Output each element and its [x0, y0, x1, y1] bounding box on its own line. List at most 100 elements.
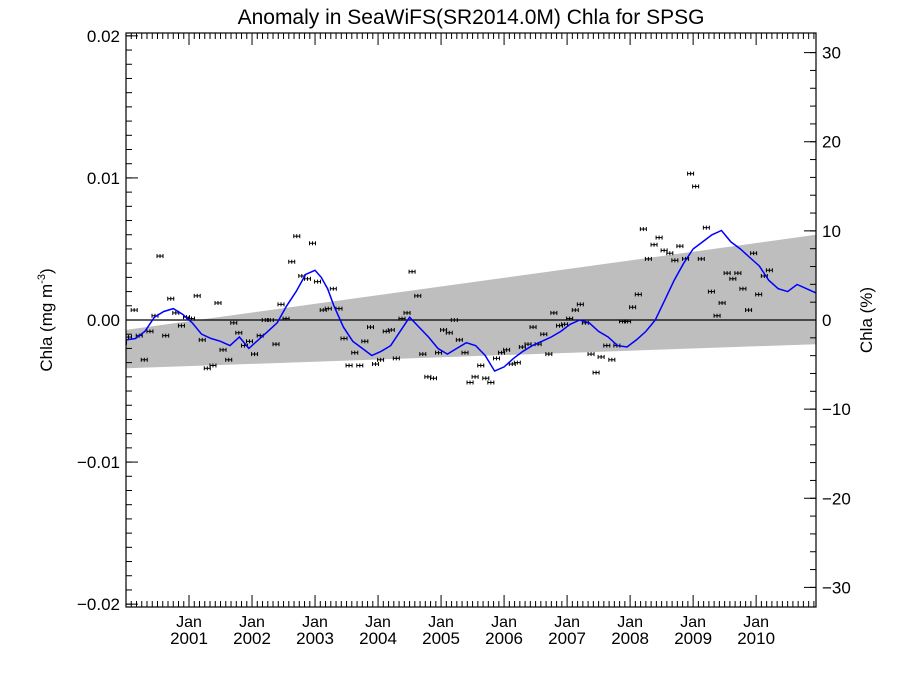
y-axis-label-superscript: -3	[36, 274, 48, 284]
data-point	[162, 333, 170, 338]
y2-tick-label: 20	[822, 133, 841, 152]
data-point	[745, 308, 753, 313]
data-point	[445, 330, 453, 335]
y-tick-label: −0.01	[77, 453, 120, 472]
data-point	[718, 300, 726, 305]
x-tick-label-year: 2006	[485, 629, 523, 648]
data-point	[666, 251, 674, 256]
data-point	[597, 354, 605, 359]
data-point	[293, 234, 301, 239]
data-point	[219, 347, 227, 352]
data-point	[156, 254, 164, 259]
data-point	[587, 352, 595, 357]
data-point	[329, 286, 337, 291]
data-point	[707, 289, 715, 294]
data-point	[765, 268, 773, 273]
data-point	[471, 374, 479, 379]
x-tick-label-month: Jan	[365, 614, 391, 631]
data-point	[650, 242, 658, 247]
x-tick-label-year: 2002	[233, 629, 271, 648]
data-point	[545, 352, 553, 357]
data-point	[309, 241, 317, 246]
data-point	[345, 363, 353, 368]
data-point	[193, 293, 201, 298]
x-tick-label-month: Jan	[491, 614, 517, 631]
data-point	[644, 256, 652, 261]
data-point	[702, 225, 710, 230]
data-point	[639, 227, 647, 232]
y2-tick-label: −20	[822, 489, 851, 508]
x-tick-label-year: 2004	[359, 629, 397, 648]
plot-inner	[126, 171, 816, 385]
data-point	[377, 357, 385, 362]
data-point	[288, 259, 296, 264]
x-tick-label-month: Jan	[680, 614, 706, 631]
data-point	[755, 292, 763, 297]
data-point	[361, 339, 369, 344]
y2-tick-label: −10	[822, 400, 851, 419]
data-point	[503, 347, 511, 352]
data-point	[167, 296, 175, 301]
data-point	[214, 300, 222, 305]
data-point	[146, 329, 154, 334]
x-tick-label-month: Jan	[302, 614, 328, 631]
data-point	[723, 271, 731, 276]
x-tick-label-month: Jan	[239, 614, 265, 631]
data-point	[430, 376, 438, 381]
axes: −0.02 −0.01 0.00 0.01 0.02 −30 −20 −10 0 10 20 30 Ja…	[77, 27, 851, 648]
plot-area	[126, 171, 816, 385]
data-point	[230, 320, 238, 325]
x-tick-label-year: 2001	[170, 629, 208, 648]
data-point	[177, 323, 185, 328]
data-point	[729, 276, 737, 281]
y-tick-label: 0.02	[87, 27, 120, 46]
x-tick-label-year: 2007	[548, 629, 586, 648]
data-point	[225, 357, 233, 362]
data-point	[487, 380, 495, 385]
data-point	[372, 362, 380, 367]
data-point	[624, 319, 632, 324]
y2-tick-label: −30	[822, 578, 851, 597]
data-point	[513, 360, 521, 365]
data-point	[734, 271, 742, 276]
data-point	[414, 293, 422, 298]
data-point	[608, 357, 616, 362]
data-point	[266, 318, 274, 322]
x-tick-label-year: 2009	[674, 629, 712, 648]
data-point	[493, 356, 501, 361]
data-point	[461, 350, 469, 355]
data-point	[235, 330, 243, 335]
data-point	[450, 318, 458, 322]
x-tick-label-year: 2003	[296, 629, 334, 648]
data-point	[561, 322, 569, 327]
data-point	[687, 171, 695, 176]
x-tick-label-month: Jan	[617, 614, 643, 631]
data-point	[398, 316, 406, 321]
data-point	[272, 342, 280, 347]
data-point	[697, 256, 705, 261]
data-point	[576, 302, 584, 307]
data-point	[387, 327, 395, 332]
data-point	[750, 251, 758, 256]
data-point	[634, 292, 642, 297]
data-point	[198, 337, 206, 342]
data-point	[529, 325, 537, 330]
data-point	[540, 332, 548, 337]
data-point	[592, 370, 600, 375]
data-point	[482, 376, 490, 381]
y-axis-label-close: )	[37, 268, 56, 274]
data-point	[455, 337, 463, 342]
data-point	[140, 357, 148, 362]
y-tick-label: −0.02	[77, 595, 120, 614]
data-point	[324, 306, 332, 311]
y-axis-label: Chla (mg m-3)	[36, 268, 56, 371]
data-point	[408, 269, 416, 274]
data-point	[356, 363, 364, 368]
y-tick-label: 0.01	[87, 169, 120, 188]
data-point	[466, 380, 474, 385]
data-point	[739, 286, 747, 291]
data-point	[524, 342, 532, 347]
data-point	[692, 184, 700, 189]
data-point	[392, 356, 400, 361]
